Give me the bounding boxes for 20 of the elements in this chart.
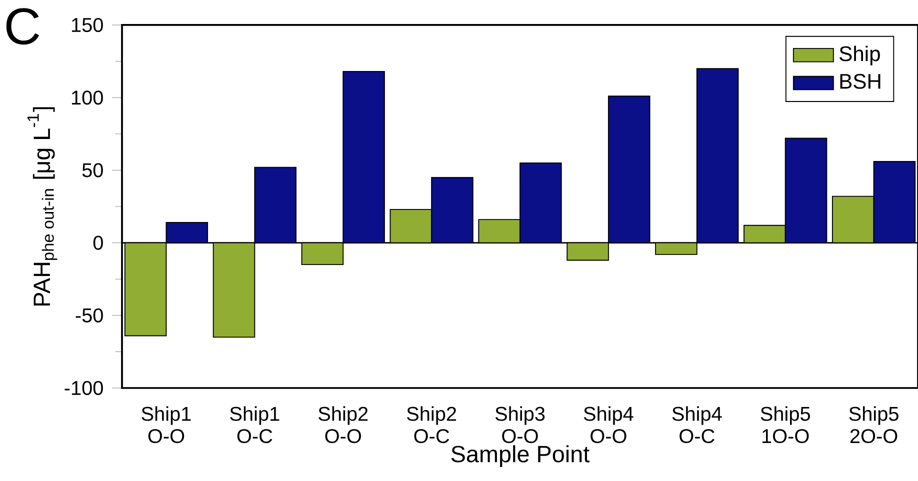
text: C	[6, 8, 40, 45]
x-tick-label: Ship1 O-C	[230, 406, 280, 444]
y-tick-label: -50	[76, 308, 103, 322]
y-tick-label: 50	[82, 163, 103, 178]
x-tick-label: Ship4 O-O	[584, 406, 634, 444]
x-axis-title: Sample Point	[451, 445, 590, 468]
legend-label: BSH	[840, 74, 880, 89]
x-tick-label: Ship2 O-O	[318, 406, 368, 444]
x-tick-label: Ship4 O-C	[672, 406, 722, 444]
y-tick-label: 100	[72, 90, 103, 105]
legend-label: Ship	[840, 46, 880, 66]
y-tick-label: -100	[64, 380, 103, 396]
y-tick-label: 150	[72, 18, 103, 32]
x-tick-label: Ship5 2O-O	[849, 406, 898, 444]
x-tick-label: Ship5 1O-O	[760, 406, 810, 444]
x-tick-label: Ship2 O-C	[407, 406, 456, 444]
y-axis-title: $\mbox{PAH}_{\mbox{\scriptsize phe out-in}}\ \mbox{[μg L}^{\mbox{\scriptsize -1}}\mbox{]}$	[27, 107, 58, 306]
x-tick-label: Ship1 O-O	[142, 406, 191, 444]
y-tick-label: 0	[93, 236, 103, 250]
x-tick-label: Ship3 O-O	[495, 406, 545, 444]
